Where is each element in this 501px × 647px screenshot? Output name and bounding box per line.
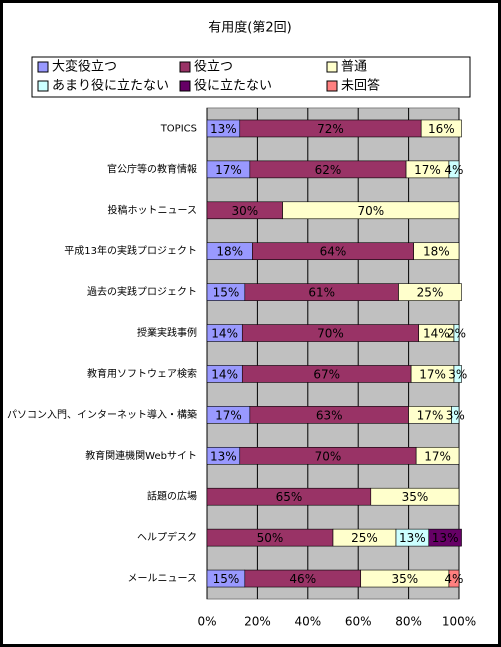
y-tick-label: 過去の実践プロジェクト (87, 285, 197, 298)
x-tick-label: 20% (244, 615, 271, 629)
y-tick-label: TOPICS (160, 123, 197, 134)
data-label: 14% (211, 367, 238, 381)
data-label: 35% (391, 572, 418, 586)
data-label: 30% (231, 204, 258, 218)
bar-segment (282, 201, 460, 220)
y-tick-label: ヘルプデスク (137, 531, 197, 544)
legend-swatch (326, 61, 338, 73)
data-label: 17% (417, 408, 444, 422)
legend-label: 役立つ (194, 60, 233, 75)
data-label: 72% (317, 122, 344, 136)
legend-swatch (179, 61, 191, 73)
y-tick-label: メールニュース (128, 574, 198, 585)
data-label: 4% (444, 163, 463, 177)
data-label: 14% (211, 327, 238, 341)
plot-area (206, 107, 460, 600)
legend (31, 56, 471, 98)
bar-segment (420, 119, 462, 138)
chart-title: 有用度(第2回) (208, 20, 291, 36)
bar-segment (448, 160, 460, 179)
data-label: 70% (357, 204, 384, 218)
data-label: 50% (257, 531, 284, 545)
legend-swatch (37, 61, 49, 73)
data-label: 15% (213, 572, 240, 586)
legend-label: 大変役立つ (52, 59, 117, 75)
data-label: 61% (308, 286, 335, 300)
data-label: 4% (444, 572, 463, 586)
data-label: 67% (313, 367, 340, 381)
data-label: 17% (419, 367, 446, 381)
y-tick-label: パソコン入門、インターネット導入・構築 (7, 408, 197, 421)
data-label: 17% (424, 449, 451, 463)
data-label: 15% (213, 286, 240, 300)
data-label: 2% (447, 327, 466, 341)
y-tick-label: 話題の広場 (147, 490, 197, 503)
x-tick-label: 40% (294, 615, 321, 629)
data-label: 17% (414, 163, 441, 177)
legend-swatch (179, 80, 191, 92)
bar-segment (415, 446, 460, 465)
bar-segment (413, 242, 460, 261)
data-label: 70% (317, 327, 344, 341)
data-label: 13% (432, 531, 459, 545)
data-label: 70% (315, 449, 342, 463)
data-label: 65% (276, 490, 303, 504)
data-label: 13% (210, 449, 237, 463)
data-label: 16% (428, 122, 455, 136)
legend-label: 未回答 (341, 78, 380, 94)
data-label: 13% (399, 531, 426, 545)
y-tick-label: 平成13年の実践プロジェクト (64, 244, 197, 257)
y-tick-label: 教育関連機関Webサイト (85, 449, 197, 462)
bar-segment (398, 283, 462, 301)
bar-segment (448, 569, 460, 588)
y-tick-label: 教育用ソフトウェア検索 (87, 367, 197, 380)
x-tick-label: 100% (442, 615, 476, 629)
y-tick-label: 投稿ホットニュース (108, 203, 198, 216)
data-label: 13% (210, 122, 237, 136)
bar-segment (451, 406, 460, 424)
bar-segment (453, 324, 460, 342)
x-tick-label: 80% (395, 615, 422, 629)
data-label: 64% (320, 245, 347, 259)
data-label: 18% (423, 245, 450, 259)
bar-segment (370, 487, 460, 506)
legend-label: 役に立たない (194, 79, 272, 94)
data-label: 3% (448, 367, 467, 381)
data-label: 25% (351, 531, 378, 545)
data-label: 62% (315, 163, 342, 177)
legend-swatch (37, 80, 49, 92)
data-label: 17% (215, 163, 242, 177)
legend-label: 普通 (341, 60, 367, 75)
legend-swatch (326, 80, 338, 92)
data-label: 3% (446, 408, 465, 422)
bar-segment (453, 365, 462, 383)
x-tick-label: 60% (345, 615, 372, 629)
y-tick-label: 官公庁等の教育情報 (107, 162, 197, 175)
data-label: 35% (402, 490, 429, 504)
x-tick-label: 0% (197, 615, 216, 629)
data-label: 63% (316, 408, 343, 422)
data-label: 25% (417, 286, 444, 300)
data-label: 14% (423, 327, 450, 341)
data-label: 46% (289, 572, 316, 586)
bar-segment (428, 528, 462, 547)
data-label: 18% (216, 245, 243, 259)
data-label: 17% (215, 408, 242, 422)
legend-label: あまり役に立たない (52, 79, 169, 94)
y-tick-label: 授業実践事例 (137, 326, 197, 339)
